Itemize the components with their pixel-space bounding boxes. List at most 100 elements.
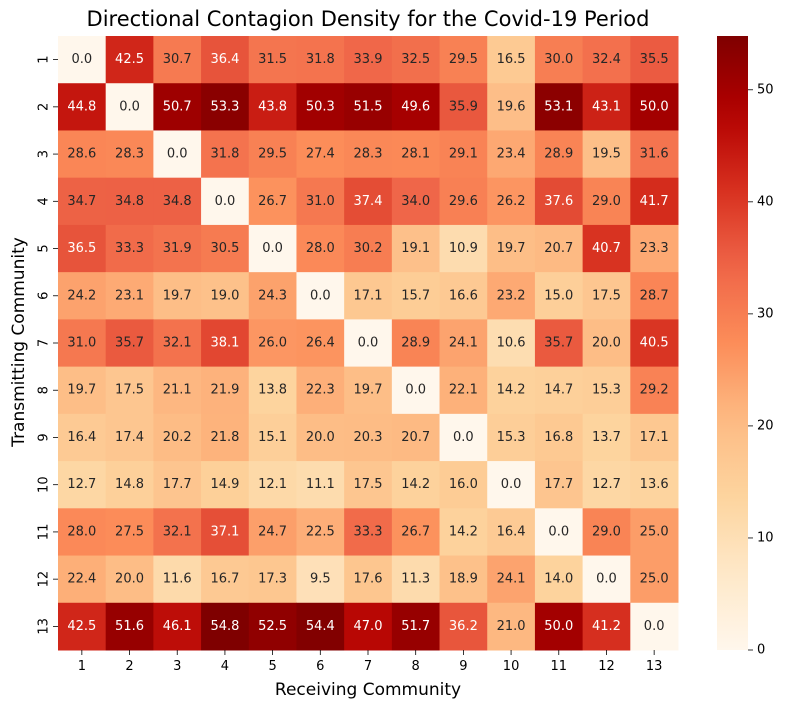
heatmap-cell <box>58 319 107 368</box>
cell-value-label: 23.4 <box>497 147 526 162</box>
heatmap-cell <box>487 602 536 651</box>
heatmap-cell <box>344 130 393 179</box>
heatmap-cell <box>391 555 441 604</box>
heatmap-cell <box>153 83 202 131</box>
x-axis-ticks: 1 2 3 4 5 6 7 8 9 10 11 12 13 <box>78 650 662 674</box>
heatmap-cell <box>58 602 107 651</box>
cell-value-label: 28.3 <box>115 147 144 162</box>
x-tick-label: 7 <box>364 659 372 674</box>
cell-value-label: 19.7 <box>497 241 526 256</box>
heatmap-cell <box>630 555 679 604</box>
heatmap-cell <box>391 177 441 226</box>
cell-value-label: 0.0 <box>215 194 236 209</box>
cell-value-label: 36.2 <box>449 619 478 634</box>
heatmap-cell <box>391 272 441 320</box>
cell-value-label: 28.1 <box>401 147 430 162</box>
heatmap-cell <box>105 366 154 415</box>
y-tick-label: 1 <box>37 55 52 63</box>
cell-value-label: 31.8 <box>306 52 335 67</box>
x-tick-label: 1 <box>78 659 86 674</box>
cell-value-label: 27.4 <box>306 147 335 162</box>
heatmap-cell <box>153 508 202 557</box>
heatmap-cell <box>201 555 250 604</box>
cell-value-label: 41.2 <box>592 619 621 634</box>
y-tick-label: 12 <box>37 571 52 588</box>
heatmap-cell <box>582 413 631 462</box>
y-tick-label: 10 <box>37 476 52 493</box>
cell-value-label: 0.0 <box>644 619 665 634</box>
heatmap-cell <box>391 602 441 651</box>
heatmap-cell <box>105 555 154 604</box>
heatmap-cell <box>439 413 488 462</box>
heatmap-cell <box>296 36 345 84</box>
cell-value-label: 36.5 <box>67 241 96 256</box>
cell-value-label: 32.1 <box>163 524 192 539</box>
y-tick-label: 7 <box>37 339 52 347</box>
heatmap-cell <box>487 366 536 415</box>
heatmap-cell <box>439 224 488 273</box>
cell-value-label: 54.4 <box>306 619 335 634</box>
heatmap-cell <box>58 508 107 557</box>
heatmap-cell <box>391 366 441 415</box>
y-axis-label: Transmitting Community <box>9 237 29 448</box>
heatmap-cell <box>248 272 297 320</box>
cell-value-label: 14.0 <box>544 572 573 587</box>
heatmap-cell <box>534 413 584 462</box>
cell-value-label: 14.2 <box>401 477 430 492</box>
cell-value-label: 19.1 <box>401 241 430 256</box>
heatmap-cell <box>153 366 202 415</box>
heatmap-cell <box>630 413 679 462</box>
cell-value-label: 0.0 <box>358 336 379 351</box>
cell-value-label: 35.5 <box>640 52 669 67</box>
y-tick-label: 4 <box>37 197 52 205</box>
heatmap-cell <box>105 36 154 84</box>
heatmap-cell <box>296 602 345 651</box>
heatmap-cell <box>439 319 488 368</box>
heatmap-cell <box>105 319 154 368</box>
heatmap-cell <box>487 461 536 509</box>
cell-value-label: 0.0 <box>167 147 188 162</box>
heatmap-cell <box>534 36 584 84</box>
y-tick-label: 3 <box>37 150 52 158</box>
heatmap-cell <box>296 272 345 320</box>
heatmap-cell <box>487 508 536 557</box>
x-tick-label: 11 <box>550 659 567 674</box>
heatmap-cell <box>534 224 584 273</box>
cell-value-label: 17.4 <box>115 430 144 445</box>
heatmap-cell <box>487 130 536 179</box>
heatmap-cell <box>153 319 202 368</box>
heatmap-cell <box>534 130 584 179</box>
heatmap-cell <box>439 272 488 320</box>
y-tick-label: 8 <box>37 386 52 394</box>
y-tick-label: 6 <box>37 292 52 300</box>
heatmap-cell <box>201 177 250 226</box>
heatmap-cell <box>58 224 107 273</box>
cell-value-label: 26.0 <box>258 336 287 351</box>
x-tick-label: 5 <box>268 659 276 674</box>
cell-value-label: 22.4 <box>67 572 96 587</box>
x-tick-label: 2 <box>125 659 133 674</box>
heatmap-cell <box>153 177 202 226</box>
cell-value-label: 29.2 <box>640 383 669 398</box>
cell-value-label: 16.4 <box>497 524 526 539</box>
heatmap-cell <box>153 130 202 179</box>
heatmap-cell <box>534 602 584 651</box>
cell-value-label: 20.3 <box>354 430 383 445</box>
heatmap-cell <box>630 272 679 320</box>
cell-value-label: 19.7 <box>163 288 192 303</box>
cell-value-label: 31.8 <box>210 147 239 162</box>
cell-value-label: 0.0 <box>548 524 569 539</box>
heatmap-cell <box>248 83 297 131</box>
cell-value-label: 29.5 <box>258 147 287 162</box>
cell-value-label: 37.4 <box>354 194 383 209</box>
cell-value-label: 33.3 <box>354 524 383 539</box>
heatmap-cell <box>105 83 154 131</box>
heatmap-cell <box>439 83 488 131</box>
cell-value-label: 18.9 <box>449 572 478 587</box>
cell-value-label: 35.7 <box>115 336 144 351</box>
heatmap-cell <box>534 508 584 557</box>
heatmap-cell <box>296 461 345 509</box>
x-axis-label: Receiving Community <box>275 680 461 700</box>
heatmap-cell <box>439 130 488 179</box>
heatmap-cell <box>105 461 154 509</box>
